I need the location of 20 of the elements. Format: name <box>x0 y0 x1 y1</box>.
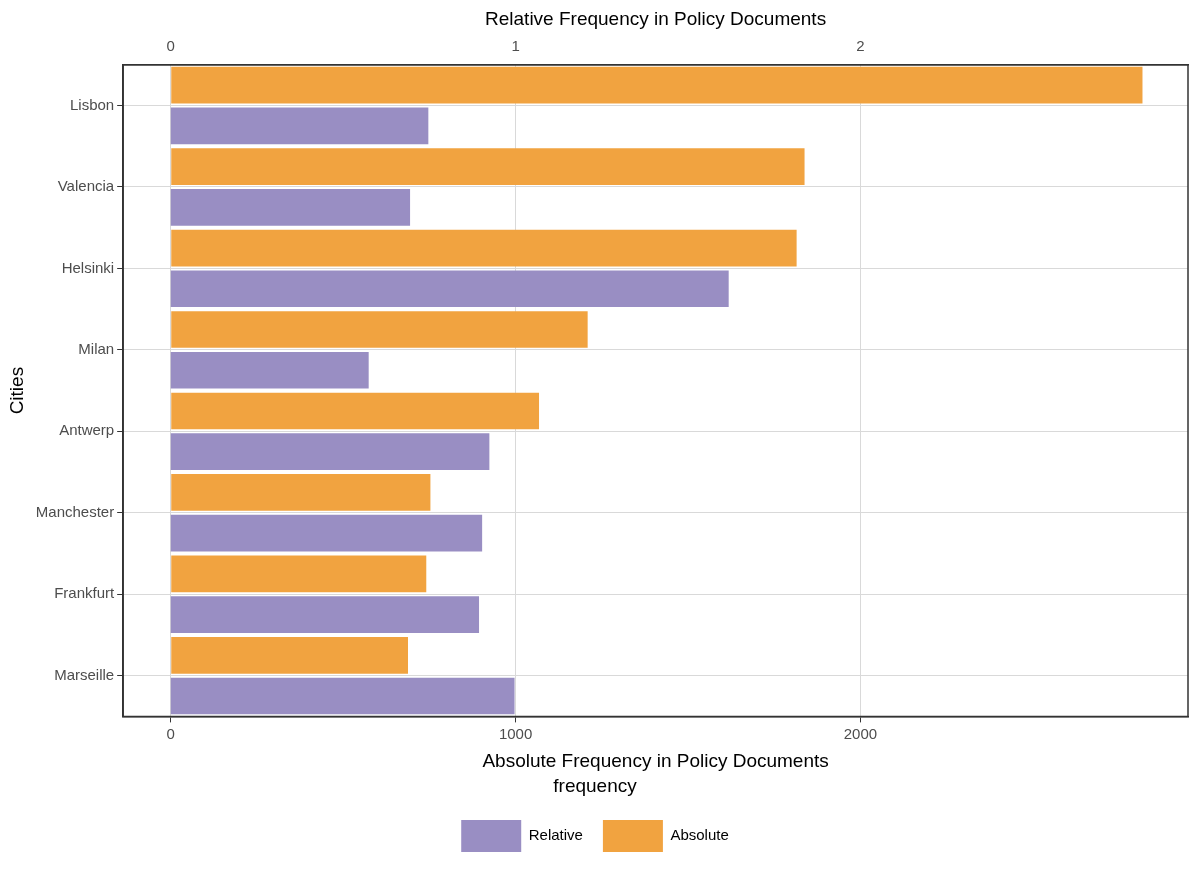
y-tick-label: Manchester <box>35 502 115 520</box>
x-tick-label: 0 <box>166 724 175 742</box>
y-tick-label: Helsinki <box>61 258 115 276</box>
y-tick-label: Antwerp <box>59 421 115 439</box>
x-axis-title: Absolute Frequency in Policy Documents <box>482 750 829 772</box>
legend-label: Absolute <box>670 826 729 844</box>
y-tick-label: Marseille <box>54 665 115 683</box>
x2-tick-label: 2 <box>856 36 865 54</box>
y-tick-label: Lisbon <box>69 95 115 113</box>
legend-title: frequency <box>553 774 638 796</box>
x2-tick-label: 1 <box>511 36 520 54</box>
y-axis-title: Cities <box>5 366 27 415</box>
y-tick-label: Frankfurt <box>54 584 115 602</box>
x-tick-label: 1000 <box>498 724 533 742</box>
x2-axis-title: Relative Frequency in Policy Documents <box>485 7 827 29</box>
legend-label: Relative <box>528 826 583 844</box>
y-tick-label: Valencia <box>57 177 115 195</box>
x-tick-label: 2000 <box>843 724 878 742</box>
y-tick-label: Milan <box>78 340 115 358</box>
x2-tick-label: 0 <box>166 36 175 54</box>
